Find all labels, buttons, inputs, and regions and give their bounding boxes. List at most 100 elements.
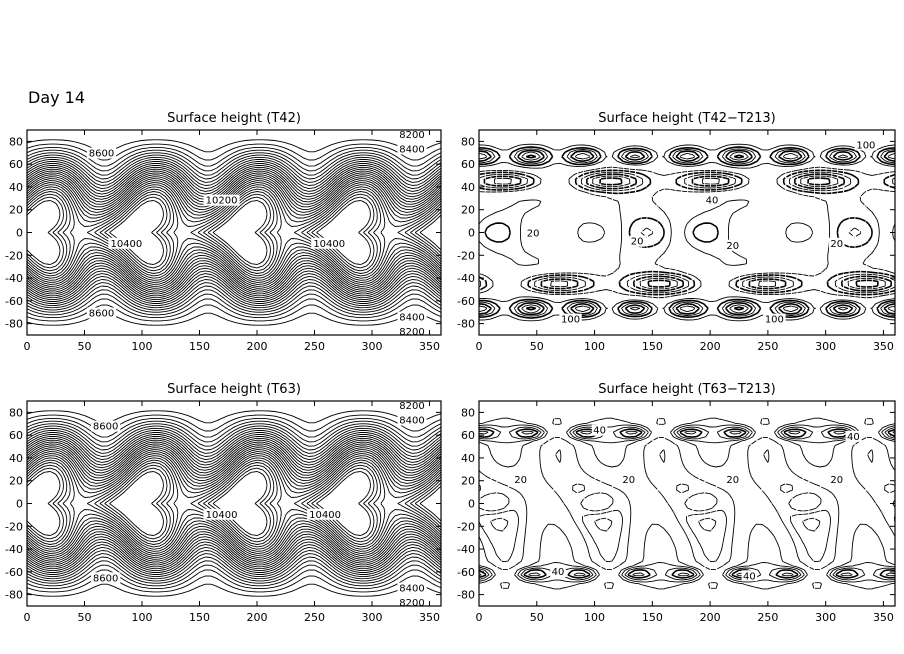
contour-label: 100 xyxy=(561,315,580,326)
contour-line xyxy=(483,173,892,292)
x-tick-label: 200 xyxy=(700,611,721,624)
contour-line xyxy=(27,186,441,279)
y-tick-label: 80 xyxy=(9,406,23,419)
contour-label: 20 xyxy=(622,475,635,486)
contour-line xyxy=(27,462,441,545)
y-tick-label: -40 xyxy=(5,543,23,556)
y-tick-label: -80 xyxy=(457,318,475,331)
contour-label-bg xyxy=(629,235,645,247)
contour-line xyxy=(27,464,441,543)
contour-line xyxy=(27,146,441,319)
contour-line xyxy=(27,423,441,584)
x-tick-label: 200 xyxy=(700,340,721,353)
contour-label-bg xyxy=(724,473,741,485)
contour-line xyxy=(27,432,441,575)
contour-lines xyxy=(479,417,895,590)
contour-line xyxy=(27,152,441,313)
contour-label-bg xyxy=(704,194,720,206)
contour-line xyxy=(27,149,441,316)
contour-line xyxy=(27,139,441,326)
contour-line xyxy=(490,517,821,532)
contour-label-bg xyxy=(91,420,121,432)
contour-line xyxy=(479,149,895,316)
contour-label-bg xyxy=(203,508,240,520)
contour-lines xyxy=(27,410,441,597)
y-tick-label: -20 xyxy=(457,520,475,533)
contour-line xyxy=(27,425,441,582)
contour-label: 8400 xyxy=(399,144,424,155)
panel-title: Surface height (T63) xyxy=(167,382,301,397)
contour-label-bg xyxy=(550,566,566,578)
y-tick-label: 0 xyxy=(468,227,475,240)
contour-label: 8200 xyxy=(399,401,424,412)
y-tick-label: -80 xyxy=(457,589,475,602)
panel-4: Surface height (T63−T213) 40 40 20 20 20 20 40 4… xyxy=(457,382,896,624)
contour-label-bg xyxy=(397,596,427,608)
contour-label: 10400 xyxy=(313,239,345,250)
x-tick-label: 200 xyxy=(247,340,268,353)
contour-line xyxy=(27,451,441,556)
y-tick-label: 20 xyxy=(461,204,475,217)
contour-label: 20 xyxy=(726,475,739,486)
contour-label-bg xyxy=(828,473,845,485)
x-tick-label: 0 xyxy=(24,340,31,353)
contour-label-bg xyxy=(591,424,608,436)
contour-label-bg xyxy=(397,325,427,337)
contour-label: 8600 xyxy=(89,149,114,160)
contour-line xyxy=(27,188,441,277)
contour-line xyxy=(27,434,441,573)
y-tick-label: -80 xyxy=(5,589,23,602)
contour-label: 10400 xyxy=(110,239,142,250)
contour-label-bg xyxy=(311,237,348,249)
contour-label-bg xyxy=(86,307,117,319)
y-tick-label: -20 xyxy=(5,520,23,533)
y-tick-label: 20 xyxy=(9,204,23,217)
contour-line xyxy=(27,471,441,536)
contour-label: 10200 xyxy=(206,196,238,207)
y-tick-label: 20 xyxy=(461,475,475,488)
contour-label-bg xyxy=(203,194,240,206)
x-tick-label: 0 xyxy=(476,611,483,624)
contour-label-bg xyxy=(307,508,344,520)
y-tick-label: 0 xyxy=(16,498,23,511)
contour-lines xyxy=(479,143,895,322)
contour-line xyxy=(27,429,441,578)
contour-label-bg xyxy=(512,473,529,485)
panel-title: Surface height (T63−T213) xyxy=(598,382,776,397)
contour-line xyxy=(27,156,441,309)
panel-1: Surface height (T42) 8200 8400 8600 10200 104… xyxy=(5,111,442,353)
contour-line xyxy=(27,445,441,562)
contour-label: 40 xyxy=(743,571,756,582)
contour-line xyxy=(479,418,895,589)
contour-line xyxy=(27,164,441,301)
x-tick-label: 350 xyxy=(419,611,440,624)
contour-line xyxy=(479,166,895,299)
contour-label-bg xyxy=(397,143,427,155)
y-tick-label: -40 xyxy=(457,543,475,556)
contour-label: 8400 xyxy=(399,313,424,324)
contour-label-bg xyxy=(845,430,862,442)
contour-line xyxy=(27,443,441,564)
x-tick-label: 150 xyxy=(642,611,663,624)
contour-line xyxy=(479,417,895,590)
contour-line xyxy=(27,161,441,304)
contour-line xyxy=(27,182,441,283)
contour-line xyxy=(479,169,895,296)
contour-line xyxy=(27,439,441,568)
contour-line xyxy=(27,196,441,269)
x-tick-label: 50 xyxy=(530,611,544,624)
contour-line xyxy=(479,426,895,581)
figure-day-label: Day 14 xyxy=(28,88,85,107)
contour-line xyxy=(27,158,441,307)
contour-line xyxy=(479,430,895,577)
contour-line xyxy=(27,184,441,281)
y-tick-label: 0 xyxy=(468,498,475,511)
contour-line xyxy=(27,410,441,597)
contour-label: 8200 xyxy=(399,327,424,338)
contour-line xyxy=(27,455,441,552)
contour-line xyxy=(479,171,895,294)
panel-title: Surface height (T42) xyxy=(167,111,301,126)
x-tick-label: 150 xyxy=(189,340,210,353)
x-tick-label: 100 xyxy=(584,611,605,624)
